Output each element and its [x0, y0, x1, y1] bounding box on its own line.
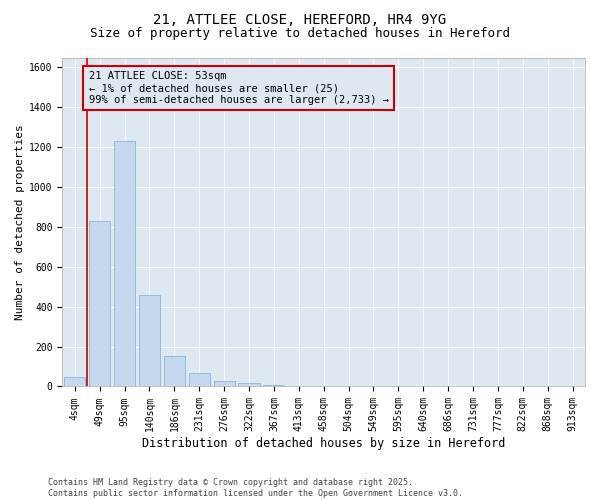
Bar: [139, 295, 160, 386]
Bar: [114, 141, 135, 386]
X-axis label: Distribution of detached houses by size in Hereford: Distribution of detached houses by size …: [142, 437, 505, 450]
Bar: [89, 221, 110, 386]
Bar: [214, 382, 235, 386]
Bar: [164, 356, 185, 386]
Text: 21, ATTLEE CLOSE, HEREFORD, HR4 9YG: 21, ATTLEE CLOSE, HEREFORD, HR4 9YG: [154, 12, 446, 26]
Bar: [64, 376, 85, 386]
Bar: [238, 384, 260, 386]
Y-axis label: Number of detached properties: Number of detached properties: [15, 124, 25, 320]
Text: 21 ATTLEE CLOSE: 53sqm
← 1% of detached houses are smaller (25)
99% of semi-deta: 21 ATTLEE CLOSE: 53sqm ← 1% of detached …: [89, 72, 389, 104]
Text: Contains HM Land Registry data © Crown copyright and database right 2025.
Contai: Contains HM Land Registry data © Crown c…: [48, 478, 463, 498]
Text: Size of property relative to detached houses in Hereford: Size of property relative to detached ho…: [90, 28, 510, 40]
Bar: [188, 372, 210, 386]
